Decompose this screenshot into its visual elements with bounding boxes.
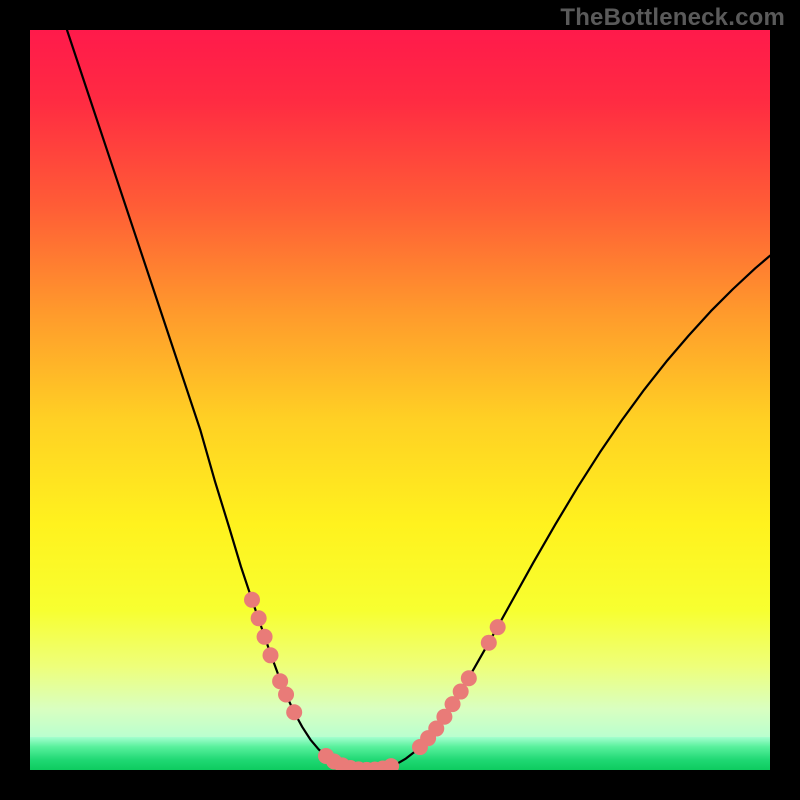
bottleneck-curve bbox=[67, 30, 770, 770]
data-point bbox=[461, 670, 477, 686]
data-point bbox=[278, 687, 294, 703]
data-point bbox=[244, 592, 260, 608]
plot-area bbox=[30, 30, 770, 770]
data-point bbox=[257, 629, 273, 645]
curve-layer bbox=[30, 30, 770, 770]
data-point bbox=[453, 684, 469, 700]
data-point bbox=[481, 635, 497, 651]
watermark-text: TheBottleneck.com bbox=[560, 4, 785, 32]
data-point bbox=[286, 704, 302, 720]
chart-canvas: TheBottleneck.com bbox=[0, 0, 800, 800]
data-point bbox=[490, 619, 506, 635]
data-point bbox=[251, 610, 267, 626]
data-point bbox=[263, 647, 279, 663]
data-point bbox=[383, 758, 399, 770]
